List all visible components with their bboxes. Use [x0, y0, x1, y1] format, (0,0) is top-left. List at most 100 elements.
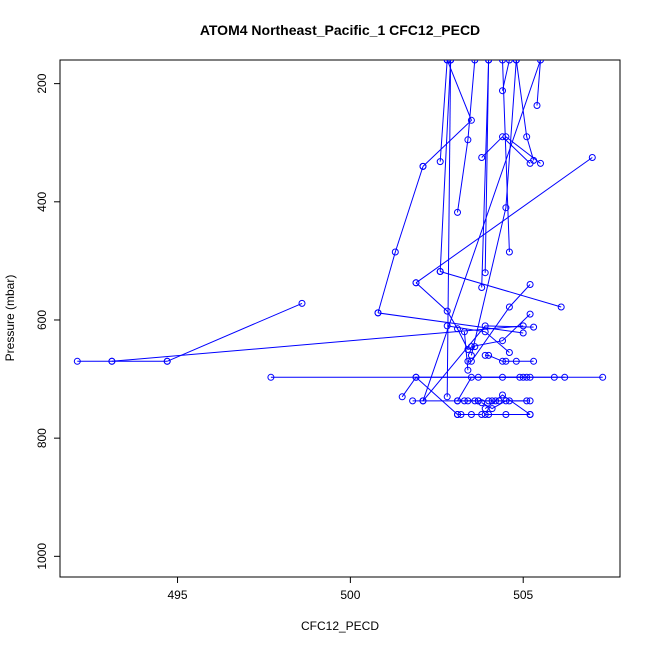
- data-point: [502, 397, 510, 405]
- data-point: [412, 279, 420, 287]
- data-point: [454, 397, 461, 405]
- data-point: [398, 393, 406, 401]
- data-point: [474, 397, 482, 405]
- data-point: [519, 329, 527, 337]
- data-point: [467, 411, 475, 418]
- data-point: [163, 357, 171, 365]
- data-point: [471, 60, 479, 64]
- data-point: [519, 322, 527, 330]
- series-line-34: [484, 60, 490, 273]
- series-layer: [77, 60, 603, 415]
- data-point: [454, 411, 461, 418]
- data-point: [108, 357, 116, 365]
- series-line-28: [446, 60, 452, 397]
- series-line-39: [505, 136, 541, 164]
- series-line-9: [422, 325, 534, 402]
- plot-area-border: [59, 59, 621, 578]
- data-point: [502, 133, 510, 141]
- data-point: [460, 328, 468, 336]
- data-point: [443, 307, 451, 315]
- data-point: [502, 204, 510, 212]
- data-point: [464, 346, 472, 353]
- data-point: [267, 373, 275, 381]
- series-line-33: [481, 60, 490, 288]
- data-point: [499, 60, 506, 64]
- data-point: [499, 87, 506, 95]
- series-line-22: [377, 312, 524, 334]
- data-point: [419, 162, 427, 170]
- series-line-29: [457, 60, 476, 213]
- series-line-25: [439, 60, 448, 162]
- data-point: [467, 373, 475, 381]
- points-layer: [73, 60, 607, 418]
- data-point: [481, 269, 489, 277]
- data-point: [499, 391, 506, 399]
- data-point: [467, 116, 475, 124]
- data-point: [512, 60, 520, 64]
- data-point: [505, 349, 513, 356]
- series-line-2: [111, 325, 524, 362]
- series-line-30: [415, 157, 593, 284]
- data-point: [530, 357, 538, 365]
- data-point: [409, 397, 417, 405]
- y-axis-label: Pressure (mbar): [3, 275, 17, 362]
- series-line-7: [457, 377, 472, 402]
- data-point: [523, 133, 531, 141]
- data-point: [526, 411, 534, 418]
- data-point: [512, 357, 520, 365]
- data-point: [492, 397, 500, 405]
- data-point: [478, 411, 486, 418]
- data-point: [454, 325, 461, 333]
- data-point: [443, 60, 451, 64]
- data-point: [519, 373, 527, 381]
- data-point: [478, 154, 486, 161]
- data-point: [516, 373, 524, 381]
- data-point: [436, 158, 444, 166]
- data-point: [412, 373, 420, 381]
- data-point: [499, 357, 506, 365]
- series-line-38: [470, 60, 517, 356]
- series-line-17: [485, 354, 534, 362]
- series-line-19: [471, 313, 531, 348]
- data-point: [485, 351, 493, 359]
- data-point: [495, 397, 503, 405]
- x-axis-label: CFC12_PECD: [301, 619, 379, 633]
- data-point: [298, 299, 306, 307]
- data-point: [391, 248, 399, 256]
- data-point: [557, 303, 565, 311]
- data-point: [526, 397, 534, 405]
- data-point: [464, 397, 472, 405]
- data-point: [502, 411, 510, 418]
- data-point: [464, 366, 472, 374]
- data-point: [485, 60, 493, 64]
- y-tick-label: 600: [35, 310, 49, 330]
- data-point: [505, 397, 513, 405]
- series-line-1: [167, 302, 303, 362]
- data-point: [499, 133, 506, 141]
- series-line-23: [377, 166, 424, 314]
- data-point: [523, 373, 531, 381]
- data-point: [505, 60, 513, 64]
- y-tick-label: 800: [35, 428, 49, 448]
- x-tick-label: 500: [340, 588, 360, 602]
- series-line-24: [422, 60, 472, 167]
- data-point: [481, 405, 489, 413]
- chart-title: ATOM4 Northeast_Pacific_1 CFC12_PECD: [200, 22, 480, 38]
- y-tick-label: 400: [35, 191, 49, 211]
- data-point: [533, 102, 541, 109]
- data-point: [502, 357, 510, 365]
- data-point: [561, 373, 569, 381]
- x-axis: 495 500 505: [168, 577, 534, 602]
- data-point: [485, 397, 493, 405]
- data-point: [419, 397, 427, 405]
- series-line-40: [422, 60, 541, 402]
- data-point: [481, 351, 489, 359]
- data-point: [499, 373, 506, 381]
- data-point: [599, 373, 607, 381]
- data-point: [530, 323, 538, 331]
- y-axis: 200 400 600 800 1000: [35, 73, 60, 570]
- data-point: [454, 208, 461, 216]
- data-point: [474, 373, 482, 381]
- data-point: [471, 397, 479, 405]
